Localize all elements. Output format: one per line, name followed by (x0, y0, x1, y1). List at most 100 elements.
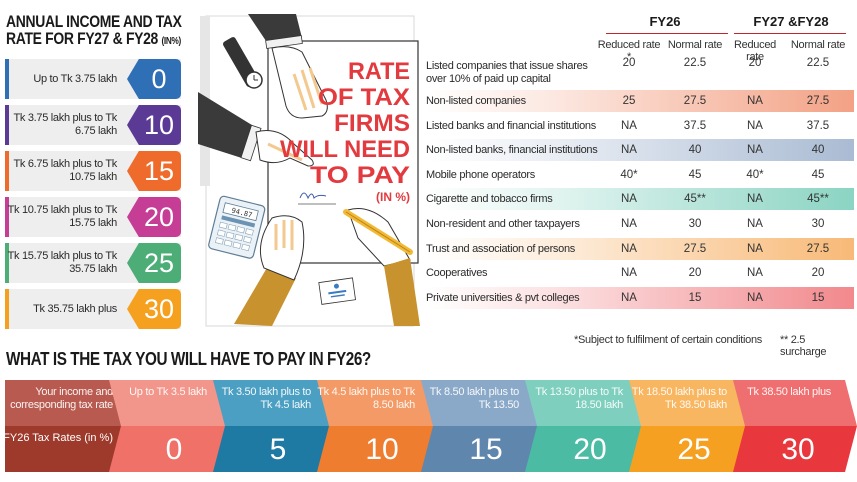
rate-cell: 22.5 (806, 57, 830, 69)
table-row: Trust and association of persons NA 27.5 NA… (426, 237, 854, 260)
slab-tax-rate: 5 (269, 433, 287, 466)
slab-income-range: Tk 13.50 plus to Tk 18.50 lakh (535, 386, 623, 411)
bracket-rate-badge: 20 (127, 197, 181, 237)
header-rate-label: FY26 Tax Rates (in %) (3, 432, 113, 444)
headline-line-2: OF TAX (318, 84, 410, 111)
table-row: Mobile phone operators 40* 45 40* 45 (426, 164, 854, 186)
column-header: Normal rate (667, 39, 723, 51)
table-row: Private universities & pvt colleges NA 15 N… (426, 286, 854, 309)
slab-tax-rate: 10 (365, 433, 399, 466)
bracket-color-bar (5, 105, 9, 145)
chevron-shape (421, 380, 545, 472)
rate-cell: 15 (811, 291, 825, 304)
row-label: Non-listed companies (426, 95, 526, 107)
slab-step: Up to Tk 3.5 lakh 0 (109, 380, 233, 472)
slab-income-range: Tk 3.50 lakh plus to Tk 4.5 lakh (221, 386, 312, 411)
rate-cell: 40* (746, 168, 764, 181)
rate-cell: NA (621, 218, 637, 230)
bracket-income-label: Tk 35.75 lakh plus (33, 302, 117, 315)
rate-cell: NA (621, 119, 637, 132)
headline-unit: (IN %) (376, 190, 410, 204)
chevron-shape (629, 380, 753, 472)
table-row: Non-listed companies 25 27.5 NA 27.5 (426, 90, 854, 112)
row-label: Non-resident and other taxpayers (426, 218, 580, 230)
slab-step: Tk 4.5 lakh plus to Tk 8.50 lakh 10 (317, 380, 441, 472)
rate-cell: 27.5 (806, 242, 830, 255)
bracket-rate-badge: 15 (127, 151, 181, 191)
rate-cell: NA (621, 242, 637, 255)
rate-cell: 45** (684, 193, 706, 206)
bracket-rate-badge: 30 (127, 289, 181, 329)
bracket-rate-badge: 25 (127, 243, 181, 283)
bracket-color-bar (5, 59, 9, 99)
rate-cell: 22.5 (683, 57, 707, 69)
rate-cell: 27.5 (683, 242, 707, 255)
bracket-income-label: Up to Tk 3.75 lakh (33, 72, 117, 85)
chevron-shape (5, 380, 129, 472)
row-label: Trust and association of persons (426, 242, 575, 255)
group-header-fy26: FY26 (649, 14, 681, 29)
rate-cell: 40 (811, 144, 825, 157)
title-line-1: ANNUAL INCOME AND TAX (6, 12, 182, 31)
headline-line-4: WILL NEED (280, 136, 410, 163)
rate-cell: NA (747, 193, 763, 206)
headline-line-1: RATE (348, 58, 410, 85)
slab-tax-rate: 25 (677, 433, 711, 466)
rate-cell: 45 (811, 168, 825, 181)
rate-cell: 30 (688, 218, 702, 230)
rate-cell: NA (621, 193, 637, 206)
rate-cell: NA (747, 119, 763, 132)
group-underline-fy27-fy28 (734, 33, 846, 34)
rate-cell: 40 (688, 144, 702, 157)
fy26-section-title: WHAT IS THE TAX YOU WILL HAVE TO PAY IN … (6, 349, 371, 369)
income-bracket-list: Up to Tk 3.75 lakh 0 Tk 3.75 lakh plus to … (5, 59, 181, 335)
table-row: Listed banks and financial institutions N… (426, 115, 854, 137)
group-underline-fy26 (606, 33, 728, 34)
row-label: Listed companies that issue shares over … (426, 60, 588, 85)
rate-cell: 30 (811, 218, 825, 230)
slab-income-range: Tk 38.50 lakh plus (747, 386, 831, 398)
slab-tax-rate: 30 (781, 433, 815, 466)
row-label: Cigarette and tobacco firms (426, 193, 553, 206)
row-label: Cooperatives (426, 267, 488, 280)
slab-tax-rate: 20 (573, 433, 607, 466)
headline-line-3: FIRMS (334, 110, 410, 137)
chevron-shape (733, 380, 857, 472)
table-row: Non-resident and other taxpayers NA 30 NA 30 (426, 213, 854, 235)
bracket-color-bar (5, 151, 9, 191)
slab-income-range: Tk 18.50 lakh plus to Tk 38.50 lakh (631, 386, 728, 411)
rate-cell: 45 (688, 168, 702, 181)
rate-cell: 20 (688, 267, 702, 280)
footnote-conditions: *Subject to fulfilment of certain condit… (574, 334, 762, 346)
illustration-svg: 94.87 RATE OF TAX FIRMS WILL NEED TO PAY… (198, 14, 420, 327)
footnote-surcharge: ** 2.5 surcharge (780, 334, 827, 358)
left-panel-title: ANNUAL INCOME AND TAX RATE FOR FY27 & FY… (6, 13, 195, 50)
bracket-income-label: Tk 10.75 lakh plus to Tk 15.75 lakh (7, 204, 118, 229)
chevron-shape (109, 380, 233, 472)
income-bracket-row: Up to Tk 3.75 lakh 0 (5, 59, 181, 99)
row-label: Mobile phone operators (426, 168, 535, 181)
bracket-income-label: Tk 3.75 lakh plus to Tk 6.75 lakh (13, 112, 117, 137)
bracket-income-label: Tk 15.75 lakh plus to Tk 35.75 lakh (7, 250, 118, 275)
title-line-2: RATE FOR FY27 & FY28 (6, 29, 158, 48)
income-bracket-row: Tk 3.75 lakh plus to Tk 6.75 lakh 10 (5, 105, 181, 145)
bracket-rate-badge: 0 (127, 59, 181, 99)
bracket-income-label: Tk 6.75 lakh plus to Tk 10.75 lakh (13, 158, 117, 183)
column-header: Reduced rate * (597, 39, 661, 63)
slab-income-range: Up to Tk 3.5 lakh (129, 386, 207, 398)
slab-tax-rate: 15 (469, 433, 503, 466)
rate-cell: 37.5 (806, 119, 830, 132)
table-row: Listed companies that issue shares over … (426, 57, 854, 88)
rate-cell: 25 (622, 95, 636, 107)
slab-step: Tk 18.50 lakh plus to Tk 38.50 lakh 25 (629, 380, 753, 472)
rate-cell: 40* (620, 168, 638, 181)
desk-illustration: 94.87 RATE OF TAX FIRMS WILL NEED TO PAY… (198, 14, 420, 334)
column-header: Normal rate (790, 39, 846, 51)
rate-cell: NA (747, 267, 763, 280)
title-unit: (IN%) (161, 36, 182, 47)
bracket-rate-badge: 10 (127, 105, 181, 145)
rate-cell: NA (747, 95, 763, 107)
rate-cell: 45** (807, 193, 829, 206)
slab-income-range: Tk 4.5 lakh plus to Tk 8.50 lakh (317, 386, 415, 411)
rate-cell: 27.5 (683, 95, 707, 107)
